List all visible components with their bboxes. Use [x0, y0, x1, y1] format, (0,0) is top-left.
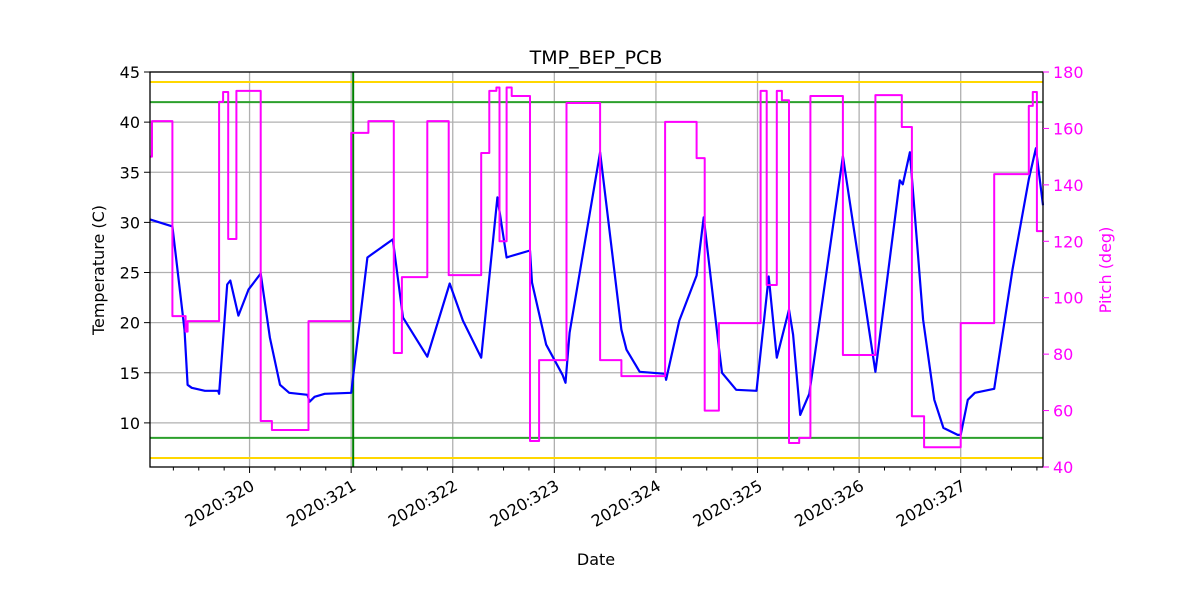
y-tick-label: 10: [120, 414, 140, 433]
x-tick-label: 2020:322: [385, 476, 461, 531]
x-tick-label: 2020:325: [690, 476, 766, 531]
y-tick-label: 25: [120, 264, 140, 283]
y-axis-label: Temperature (C): [89, 205, 108, 336]
y2-tick-label: 160: [1053, 119, 1084, 138]
y-tick-label: 15: [120, 364, 140, 383]
x-tick-label: 2020:320: [182, 476, 258, 531]
y2-axis-label: Pitch (deg): [1096, 227, 1115, 314]
limit-lines: [150, 72, 1043, 467]
x-tick-label: 2020:326: [791, 476, 867, 531]
y2-tick-label: 140: [1053, 176, 1084, 195]
y-tick-label: 40: [120, 113, 140, 132]
y2-tick-label: 40: [1053, 458, 1073, 477]
x-tick-label: 2020:323: [486, 476, 562, 531]
series-group: [149, 86, 1045, 449]
y2-tick-label: 100: [1053, 289, 1084, 308]
grid: [150, 71, 1043, 467]
pitch-series-line: [150, 86, 1043, 449]
y-tick-label: 20: [120, 314, 140, 333]
x-tick-label: 2020:321: [283, 476, 359, 531]
x-tick-label: 2020:327: [893, 476, 969, 531]
chart-title: TMP_BEP_PCB: [529, 47, 663, 69]
y2-tick-label: 120: [1053, 232, 1084, 251]
y-tick-label: 35: [120, 163, 140, 182]
y2-tick-label: 80: [1053, 345, 1073, 364]
y-tick-label: 30: [120, 213, 140, 232]
x-axis-label: Date: [577, 550, 615, 569]
y2-tick-label: 60: [1053, 402, 1073, 421]
x-tick-label: 2020:324: [588, 476, 664, 531]
plot-frame: [149, 71, 1044, 468]
y2-tick-label: 180: [1053, 63, 1084, 82]
temperature-series-line: [149, 147, 1045, 436]
y-tick-label: 45: [120, 63, 140, 82]
